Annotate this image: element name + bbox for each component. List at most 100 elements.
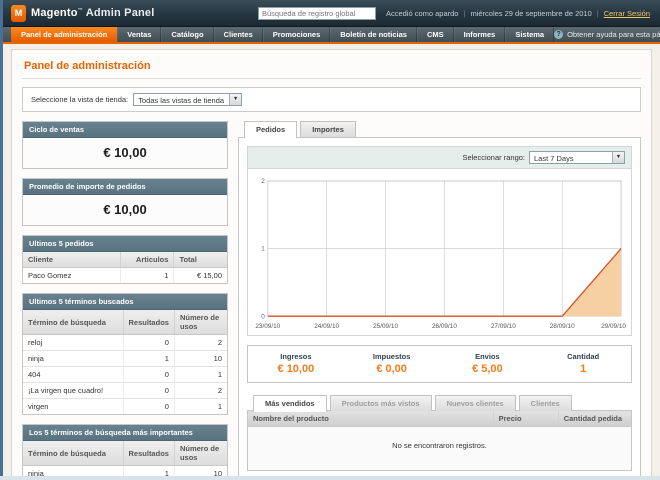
global-search-input[interactable] [257,6,376,20]
last-orders-table: Cliente Articulos Total Paco Gomez 1 € 15,00 [23,252,227,283]
top-search-terms-table: Término de búsqueda Resultados Número de u… [23,441,227,480]
table-cell: Paco Gomez [23,267,122,283]
nav-tab-sales[interactable]: Ventas [117,27,162,42]
card-title: Los 5 términos de búsqueda más important… [23,425,227,441]
nav-tab-dashboard[interactable]: Panel de administración [11,27,118,42]
nav-tab-system[interactable]: Sistema [505,27,555,42]
table-cell: ninja [23,350,124,367]
main-nav: Panel de administración Ventas Catálogo … [3,27,660,44]
table-cell: 1 [174,366,227,383]
current-date: miércoles 29 de septiembre de 2010 [470,8,592,18]
chart-box: Seleccionar rango: Last 7 Days ▼ 0 1 2 23/0… [247,146,632,336]
svg-text:28/09/10: 28/09/10 [550,323,575,330]
tab-most-viewed[interactable]: Productos más vistos [329,395,432,411]
table-row: 404 0 1 [23,366,227,383]
card-title: Ultimos 5 términos buscados [23,294,227,310]
column-header: Articulos [120,252,175,268]
table-cell: 404 [23,366,124,383]
column-header: Número de usos [174,441,227,466]
logout-link[interactable]: Cerrar Sesión [603,8,650,18]
table-cell: € 15,00 [173,267,227,283]
magento-logo-icon: M [11,4,26,22]
card-title: Promedio de importe de pedidos [23,179,227,195]
column-header: Cliente [23,252,122,268]
tab-customers[interactable]: Clientes [518,395,572,411]
tab-importes[interactable]: Importes [300,121,356,137]
page-title: Panel de administración [22,56,641,79]
column-header: Total [173,252,227,268]
last-orders-card: Ultimos 5 pedidos Cliente Articulos Total … [22,235,228,284]
table-cell: 2 [174,334,227,351]
table-cell: 10 [174,350,227,367]
range-select[interactable]: Last 7 Days ▼ [529,151,625,164]
tab-new-customers[interactable]: Nuevos clientes [434,395,516,411]
column-header: Resultados [123,310,175,335]
table-cell: 0 [123,334,175,351]
table-cell: 1 [123,350,175,367]
help-link[interactable]: ? Obtener ayuda para esta página [554,27,660,42]
table-cell: 0 [123,366,175,383]
column-header: Cantidad pedida [558,411,631,427]
nav-tab-reports[interactable]: Informes [453,27,506,42]
top-search-terms-card: Los 5 términos de búsqueda más important… [22,424,228,480]
nav-tab-customers[interactable]: Clientes [213,27,263,42]
store-view-select[interactable]: Todas las vistas de tienda ▼ [133,93,243,106]
svg-text:2: 2 [261,178,265,185]
dashboard-main: Pedidos Importes Seleccionar rango: Last… [238,121,641,480]
total-quantity: Cantidad 1 [567,352,600,375]
store-view-label: Seleccione la vista de tienda: [31,95,129,104]
range-bar: Seleccionar rango: Last 7 Days ▼ [248,147,631,169]
header: M Magento™ Admin Panel Accedió como apar… [3,0,660,27]
help-icon: ? [554,30,564,39]
orders-panel: Seleccionar rango: Last 7 Days ▼ 0 1 2 23/0… [238,137,641,480]
empty-message: No se encontraron registros. [248,426,631,470]
range-label: Seleccionar rango: [462,153,525,162]
column-header: Número de usos [174,310,227,335]
nav-tab-cms[interactable]: CMS [416,27,454,42]
table-cell: ¡La virgen que cuadro! [23,382,124,399]
nav-tab-promotions[interactable]: Promociones [262,27,331,42]
avg-order-value: € 10,00 [23,195,227,225]
sales-cycle-card: Ciclo de ventas € 10,00 [22,121,228,169]
total-revenue: Ingresos € 10,00 [277,352,315,375]
table-row: reloj 0 2 [23,334,227,351]
svg-text:1: 1 [261,246,265,253]
table-cell: reloj [23,334,124,351]
column-header: Precio [493,411,559,427]
app-title: Magento™ Admin Panel [31,7,155,19]
column-header: Nombre del producto [248,411,494,427]
svg-text:0: 0 [261,313,265,320]
records-box: Nombre del producto Precio Cantidad pedi… [247,410,632,471]
table-cell: 1 [174,398,227,414]
last-search-terms-card: Ultimos 5 términos buscados Término de b… [22,293,228,415]
tab-best-sellers[interactable]: Más vendidos [253,395,327,412]
chart-area: 0 1 2 23/09/10 24/09/10 25/09/10 26/09/10 27/09… [248,169,631,335]
table-cell: virgen [23,398,124,414]
table-row: ninja 1 10 [23,350,227,367]
table-cell: 1 [120,267,175,283]
card-title: Ciclo de ventas [23,122,227,138]
totals-bar: Ingresos € 10,00 Impuestos € 0,00 Envios… [247,345,632,383]
tab-pedidos[interactable]: Pedidos [244,121,298,138]
logged-in-as: Accedió como apardo [385,8,459,18]
table-cell: 2 [174,382,227,399]
avg-order-card: Promedio de importe de pedidos € 10,00 [22,178,228,226]
table-row: Paco Gomez 1 € 15,00 [23,267,227,283]
svg-text:23/09/10: 23/09/10 [255,323,280,330]
chevron-down-icon: ▼ [612,152,624,163]
nav-tab-newsletter[interactable]: Boletín de noticias [330,27,417,42]
empty-row: No se encontraron registros. [248,426,631,470]
column-header: Término de búsqueda [23,310,124,335]
bottom-strip [0,476,660,480]
column-header: Resultados [123,441,175,466]
card-title: Ultimos 5 pedidos [23,236,227,252]
session-info: Accedió como apardo | miércoles 29 de se… [385,8,650,18]
products-tabs: Más vendidos Productos más vistos Nuevos… [247,395,632,412]
column-header: Término de búsqueda [23,441,124,466]
nav-tab-catalog[interactable]: Catálogo [161,27,214,42]
table-cell: 0 [123,382,175,399]
last-search-terms-table: Término de búsqueda Resultados Número de u… [23,310,227,414]
table-row: ¡La virgen que cuadro! 0 2 [23,382,227,399]
records-table: Nombre del producto Precio Cantidad pedi… [248,411,631,470]
